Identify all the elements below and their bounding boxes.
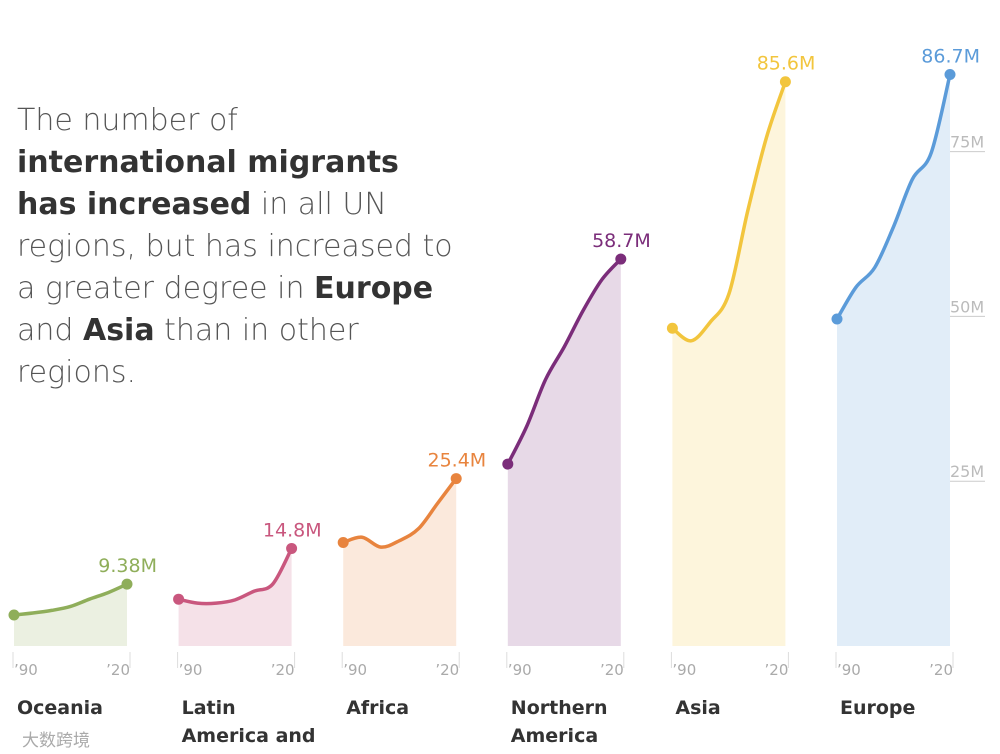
- region-name: Northern America: [510, 697, 608, 747]
- headline-segment: and: [17, 313, 83, 348]
- x-tick-label: ’90: [672, 661, 696, 679]
- region-name: Africa: [346, 697, 410, 719]
- region-name: Latin America and: [181, 697, 316, 747]
- x-tick-label: ’90: [343, 661, 367, 679]
- area: [837, 74, 950, 647]
- headline-segment: in all UN regions, but has increased to …: [17, 187, 453, 306]
- x-tick-label: ’20: [765, 661, 789, 679]
- line: [12, 582, 129, 617]
- headline-segment: than in other regions.: [17, 313, 359, 390]
- x-tick-label: ’20: [271, 661, 295, 679]
- area: [343, 478, 457, 646]
- value-label: 14.8M: [263, 519, 322, 541]
- y-tick-label: 50M: [950, 297, 984, 316]
- value-label: 85.6M: [757, 53, 816, 75]
- point: [779, 76, 791, 88]
- region-name: Oceania: [17, 697, 103, 719]
- area: [507, 259, 621, 646]
- headline-segment: Europe: [314, 271, 434, 306]
- x-tick-label: ’20: [600, 661, 624, 679]
- value-label: 86.7M: [921, 45, 980, 67]
- region-name: Europe: [840, 697, 916, 719]
- value-label: 9.38M: [98, 555, 157, 577]
- headline: The number of international migrants has…: [17, 100, 467, 394]
- value-label: 58.7M: [592, 230, 651, 252]
- x-tick-label: ’90: [14, 661, 38, 679]
- x-tick-label: ’20: [435, 661, 459, 679]
- point: [831, 313, 843, 325]
- point: [502, 458, 514, 470]
- point: [173, 593, 185, 605]
- x-tick-label: ’90: [508, 661, 532, 679]
- area: [178, 548, 292, 646]
- area: [14, 584, 127, 646]
- headline-segment: international migrants has increased: [17, 145, 399, 222]
- watermark: 大数跨境: [22, 731, 90, 751]
- point: [615, 253, 627, 265]
- headline-segment: Asia: [82, 313, 155, 348]
- line: [506, 257, 623, 466]
- point: [666, 322, 678, 334]
- area: [672, 81, 786, 647]
- point: [337, 537, 349, 549]
- x-tick-label: ’90: [837, 661, 861, 679]
- y-tick-label: 25M: [950, 462, 984, 481]
- headline-segment: The number of: [17, 103, 238, 138]
- line: [176, 546, 294, 606]
- line: [835, 72, 952, 321]
- x-tick-label: ’90: [179, 661, 203, 679]
- value-label: 25.4M: [427, 450, 486, 472]
- point: [8, 609, 20, 621]
- point: [450, 473, 462, 485]
- x-tick-label: ’20: [929, 661, 953, 679]
- y-tick-label: 75M: [950, 133, 984, 152]
- x-tick-label: ’20: [106, 661, 130, 679]
- line: [341, 476, 458, 549]
- point: [121, 578, 133, 590]
- point: [286, 542, 298, 554]
- region-name: Asia: [675, 697, 721, 719]
- point: [944, 68, 956, 80]
- line: [670, 79, 788, 343]
